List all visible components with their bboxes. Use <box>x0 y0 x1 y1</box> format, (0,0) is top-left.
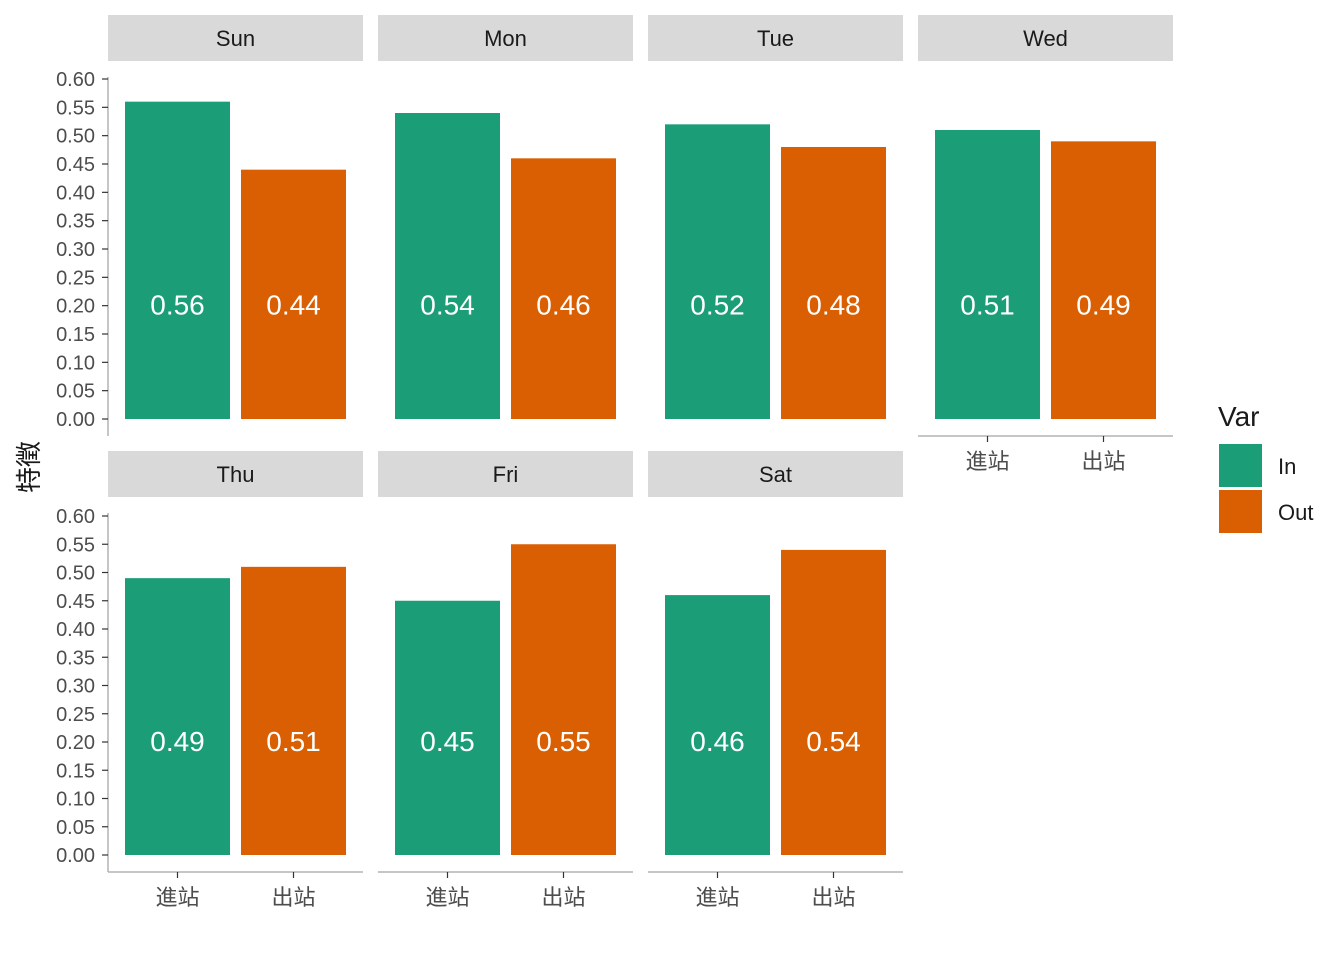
y-tick-label: 0.25 <box>56 267 95 289</box>
bar-in <box>665 595 770 855</box>
y-tick-label: 0.50 <box>56 126 95 148</box>
bar-value-label: 0.49 <box>150 726 205 757</box>
bar-out <box>781 549 886 855</box>
y-tick-label: 0.45 <box>56 591 95 613</box>
bar-out <box>1051 141 1156 419</box>
y-tick-label: 0.05 <box>56 381 95 403</box>
bar-out <box>781 146 886 419</box>
y-tick-label: 0.50 <box>56 563 95 585</box>
bar-value-label: 0.51 <box>960 290 1015 321</box>
bar-in <box>125 578 230 855</box>
bar-in <box>665 124 770 419</box>
bar-out <box>511 544 616 855</box>
y-tick-label: 0.20 <box>56 732 95 754</box>
y-tick-label: 0.55 <box>56 534 95 556</box>
bar-value-label: 0.54 <box>420 290 475 321</box>
y-tick-label: 0.05 <box>56 817 95 839</box>
y-tick-label: 0.60 <box>56 69 95 91</box>
x-tick-label: 進站 <box>695 885 739 910</box>
facet-label: Mon <box>484 26 527 51</box>
bar-in <box>395 112 500 419</box>
y-tick-label: 0.60 <box>56 506 95 528</box>
bar-value-label: 0.54 <box>806 726 861 757</box>
bar-value-label: 0.56 <box>150 290 205 321</box>
bar-value-label: 0.55 <box>536 726 591 757</box>
bar-in <box>125 101 230 420</box>
legend-key-in <box>1219 444 1262 487</box>
y-tick-label: 0.10 <box>56 789 95 811</box>
y-tick-label: 0.40 <box>56 182 95 204</box>
y-tick-label: 0.00 <box>56 845 95 867</box>
facet-strip-thu <box>108 451 363 497</box>
bar-value-label: 0.46 <box>536 290 591 321</box>
x-tick-label: 進站 <box>965 449 1009 474</box>
bar-value-label: 0.44 <box>266 290 321 321</box>
legend-label: In <box>1278 454 1296 479</box>
bar-out <box>241 566 346 855</box>
facet-strip-fri <box>378 451 633 497</box>
bar-out <box>511 158 616 420</box>
y-tick-label: 0.10 <box>56 352 95 374</box>
bar-in <box>395 600 500 855</box>
y-tick-label: 0.20 <box>56 296 95 318</box>
facet-strip-wed <box>918 15 1173 61</box>
x-tick-label: 出站 <box>541 885 585 910</box>
y-tick-label: 0.35 <box>56 647 95 669</box>
y-tick-label: 0.55 <box>56 97 95 119</box>
x-tick-label: 進站 <box>155 885 199 910</box>
y-tick-label: 0.45 <box>56 154 95 176</box>
bar-value-label: 0.48 <box>806 290 861 321</box>
facet-label: Sat <box>759 462 792 487</box>
y-tick-label: 0.35 <box>56 211 95 233</box>
y-tick-label: 0.40 <box>56 619 95 641</box>
facet-label: Thu <box>217 462 255 487</box>
bar-out <box>241 169 346 419</box>
y-tick-label: 0.00 <box>56 409 95 431</box>
x-tick-label: 出站 <box>1081 449 1125 474</box>
x-tick-label: 出站 <box>271 885 315 910</box>
y-tick-label: 0.15 <box>56 324 95 346</box>
facet-label: Wed <box>1023 26 1068 51</box>
facet-strip-mon <box>378 15 633 61</box>
bar-value-label: 0.51 <box>266 726 321 757</box>
facet-strip-tue <box>648 15 903 61</box>
legend-key-out <box>1219 490 1262 533</box>
x-tick-label: 進站 <box>425 885 469 910</box>
facet-label: Sun <box>216 26 255 51</box>
facet-label: Tue <box>757 26 794 51</box>
facet-strip-sat <box>648 451 903 497</box>
x-tick-label: 出站 <box>811 885 855 910</box>
bar-value-label: 0.52 <box>690 290 745 321</box>
y-tick-label: 0.30 <box>56 239 95 261</box>
facet-strip-sun <box>108 15 363 61</box>
facet-label: Fri <box>493 462 519 487</box>
bar-in <box>935 129 1040 420</box>
legend-title: Var <box>1218 401 1260 432</box>
y-tick-label: 0.25 <box>56 704 95 726</box>
bar-value-label: 0.49 <box>1076 290 1131 321</box>
y-axis-title: 特徵 <box>14 441 44 493</box>
bar-value-label: 0.45 <box>420 726 475 757</box>
y-tick-label: 0.15 <box>56 760 95 782</box>
bar-value-label: 0.46 <box>690 726 745 757</box>
y-tick-label: 0.30 <box>56 676 95 698</box>
legend-label: Out <box>1278 500 1313 525</box>
